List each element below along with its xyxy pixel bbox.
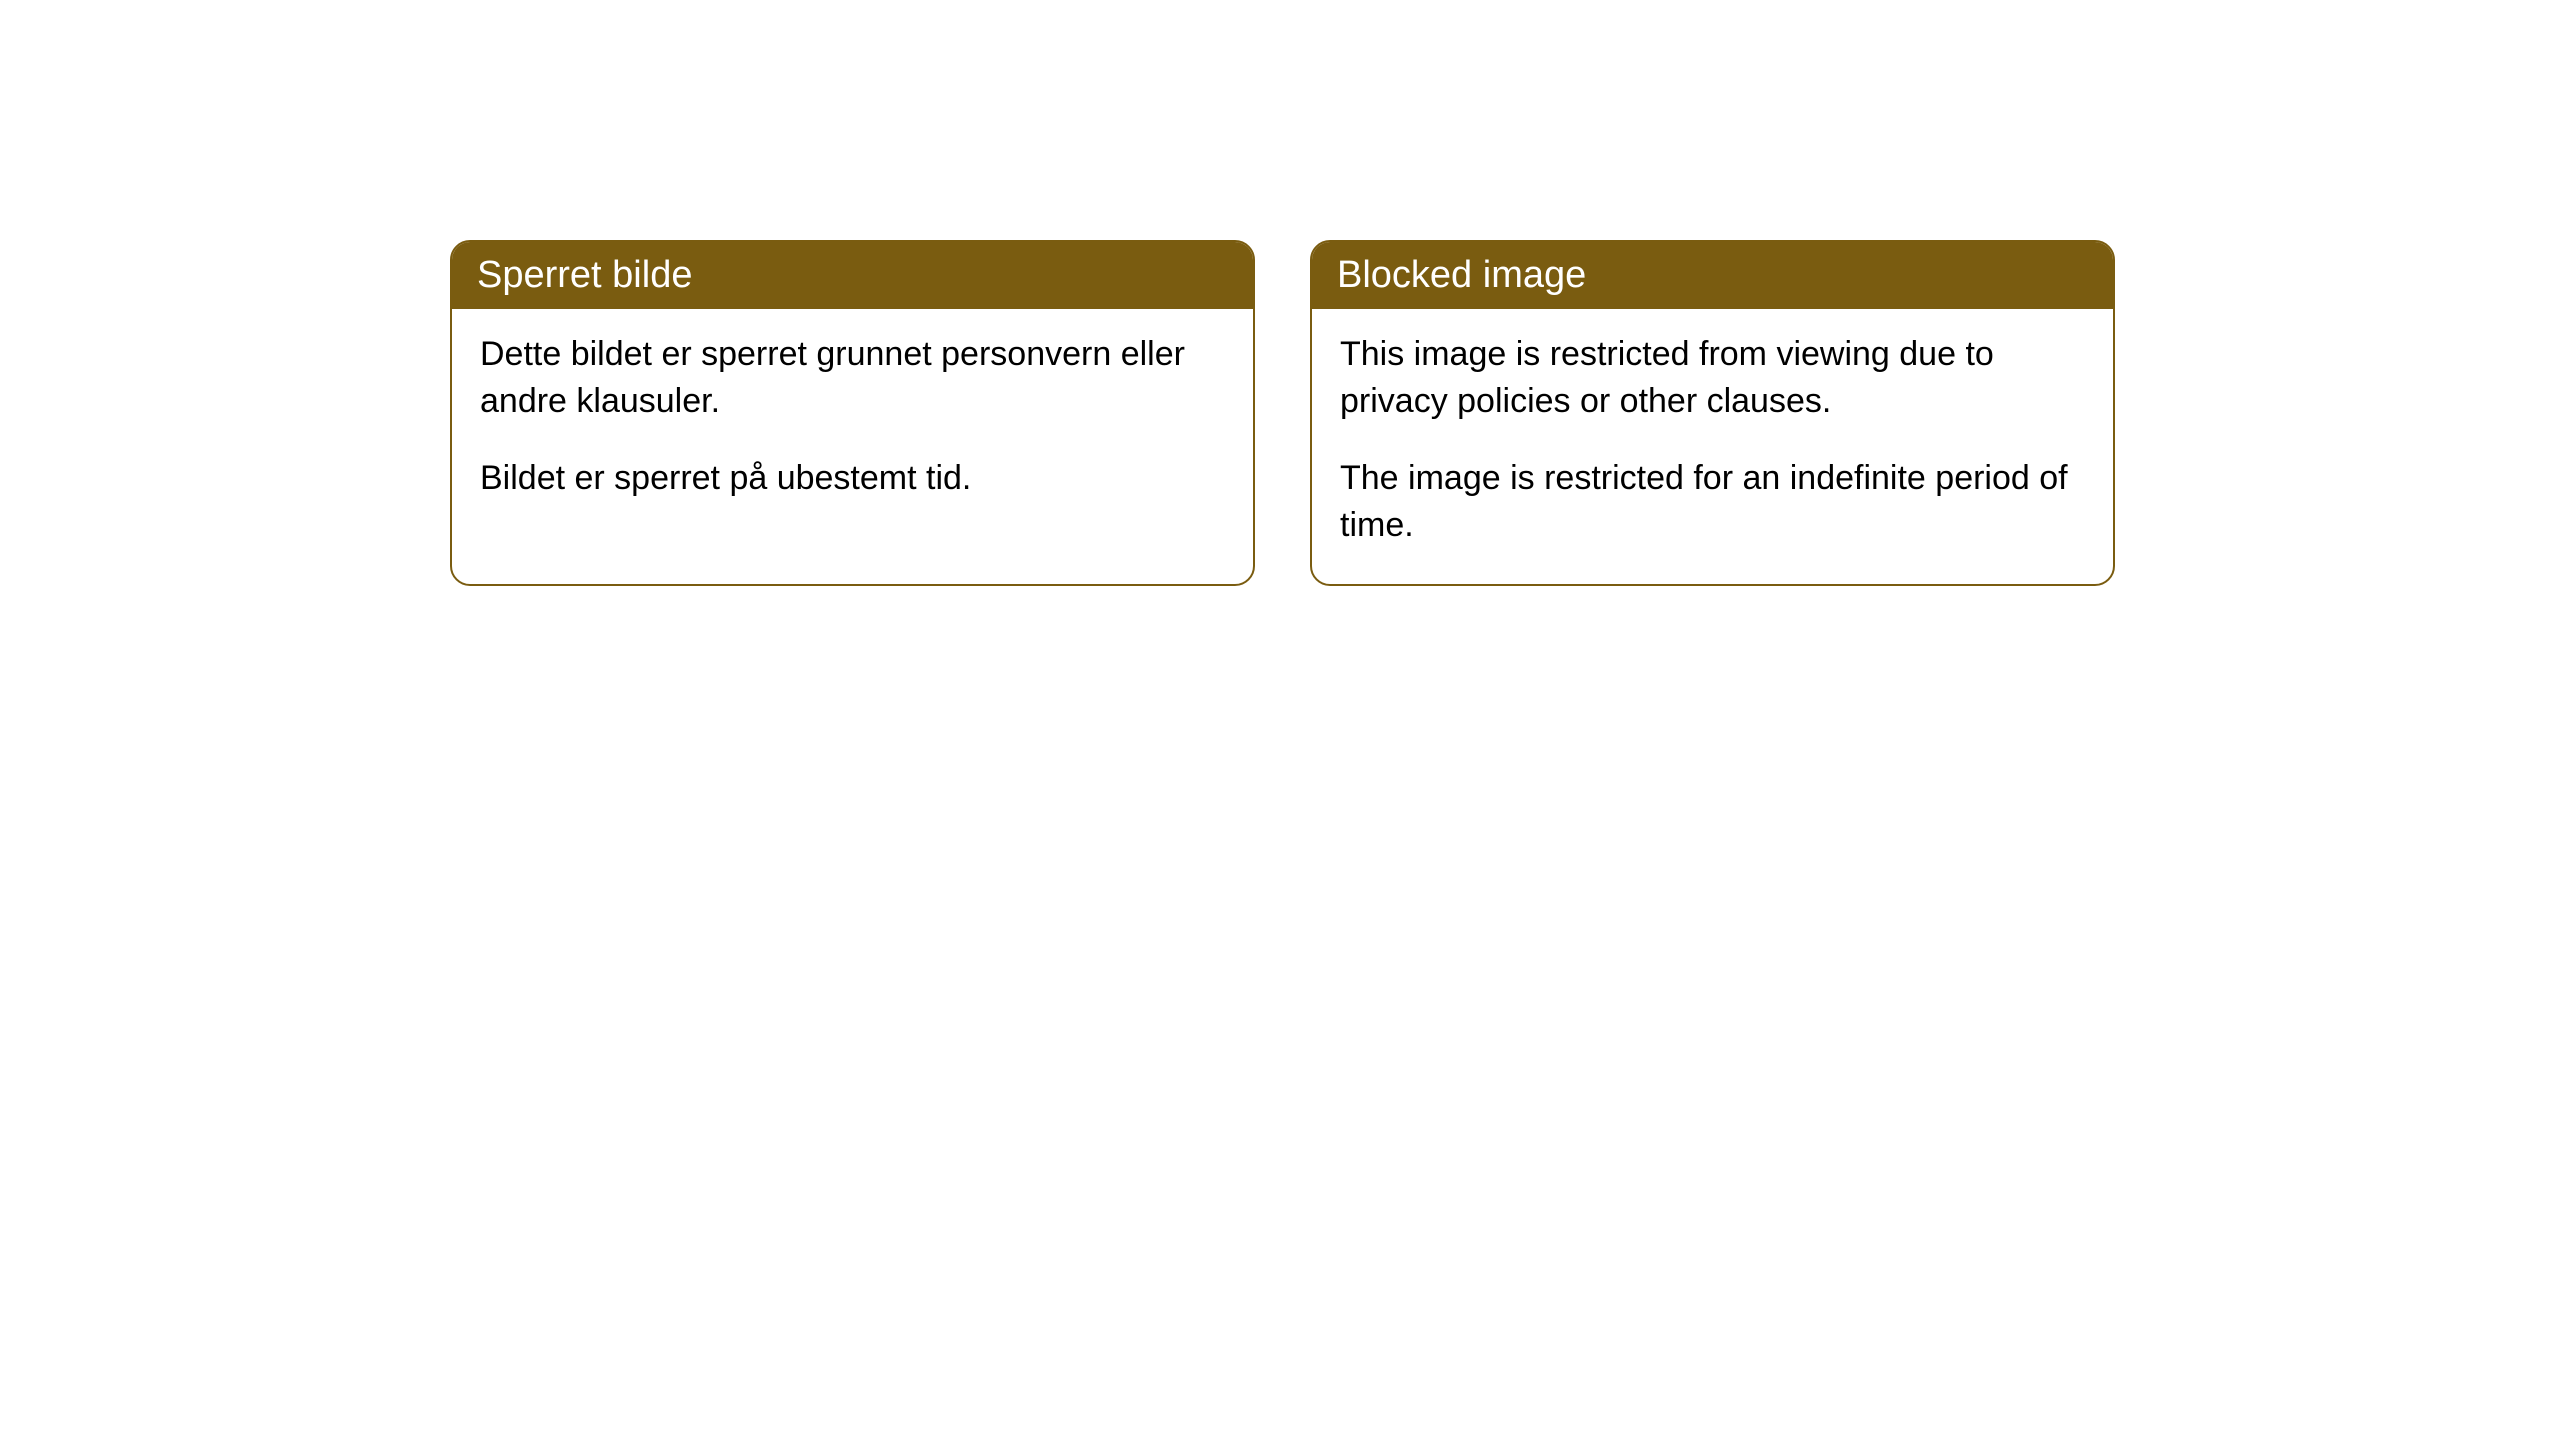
card-paragraph: Dette bildet er sperret grunnet personve…: [480, 331, 1225, 425]
card-header: Sperret bilde: [452, 242, 1253, 309]
card-paragraph: Bildet er sperret på ubestemt tid.: [480, 455, 1225, 502]
card-paragraph: The image is restricted for an indefinit…: [1340, 455, 2085, 549]
notice-cards-container: Sperret bilde Dette bildet er sperret gr…: [450, 240, 2560, 586]
card-title: Sperret bilde: [477, 254, 692, 296]
card-paragraph: This image is restricted from viewing du…: [1340, 331, 2085, 425]
card-body: This image is restricted from viewing du…: [1312, 309, 2113, 584]
card-header: Blocked image: [1312, 242, 2113, 309]
notice-card-english: Blocked image This image is restricted f…: [1310, 240, 2115, 586]
notice-card-norwegian: Sperret bilde Dette bildet er sperret gr…: [450, 240, 1255, 586]
card-title: Blocked image: [1337, 254, 1586, 296]
card-body: Dette bildet er sperret grunnet personve…: [452, 309, 1253, 537]
